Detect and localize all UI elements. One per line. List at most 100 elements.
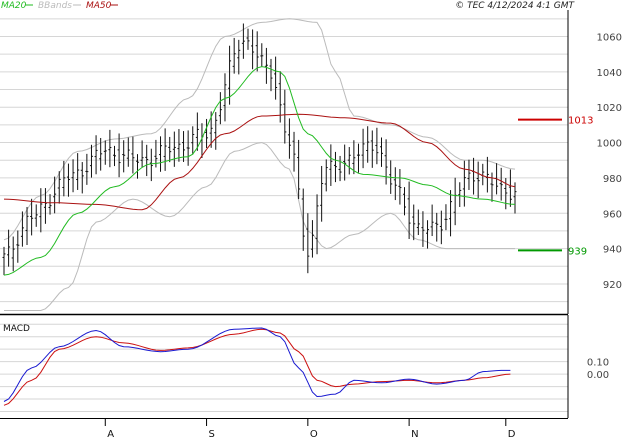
price-bar: [430, 204, 434, 237]
price-bar: [228, 45, 232, 105]
price-bar: [43, 188, 47, 224]
price-bar: [412, 204, 416, 241]
price-bar: [297, 139, 301, 200]
price-bar: [393, 167, 397, 201]
price-bar: [283, 89, 287, 144]
price-bar: [476, 161, 480, 199]
price-bar: [366, 126, 370, 163]
month-label: D: [508, 429, 516, 440]
price-bar: [117, 133, 121, 178]
price-bar: [195, 112, 199, 151]
price-bar: [352, 140, 356, 175]
price-bar: [218, 92, 222, 125]
price-bar: [462, 160, 466, 207]
price-bar: [403, 187, 407, 216]
resistance-level-label: 1013: [568, 116, 593, 127]
price-bar: [214, 112, 218, 150]
price-bar: [25, 206, 29, 246]
price-tick-label: 980: [603, 174, 622, 185]
price-bar: [287, 118, 291, 159]
price-bar: [255, 31, 259, 72]
price-bar: [306, 213, 310, 274]
price-bar: [136, 154, 140, 179]
price-bar: [449, 190, 453, 237]
price-bar: [375, 127, 379, 165]
month-label: O: [310, 429, 318, 440]
price-bar: [513, 182, 517, 214]
price-bar: [11, 236, 15, 272]
macd-lines: [3, 327, 511, 406]
price-bar: [108, 129, 112, 168]
price-bar: [320, 165, 324, 222]
price-bar: [251, 29, 255, 70]
price-bar: [301, 188, 305, 251]
price-bar: [264, 47, 268, 84]
bband-lower-line: [4, 142, 515, 311]
support-resistance-levels: 1013 939: [518, 116, 593, 257]
price-bar: [159, 136, 163, 172]
price-tick-label: 960: [603, 209, 622, 220]
price-bar: [499, 167, 503, 201]
price-bar: [241, 23, 245, 59]
price-bar: [205, 118, 209, 149]
support-level-label: 939: [568, 246, 587, 257]
price-bar: [145, 144, 149, 177]
price-bar: [292, 131, 296, 172]
price-bar: [163, 128, 167, 171]
price-bar: [416, 209, 420, 236]
price-bar: [223, 73, 227, 122]
price-bar: [85, 153, 89, 185]
price-bar: [2, 246, 6, 276]
legend-label: BBands: [38, 1, 72, 11]
price-bar: [426, 220, 430, 249]
price-bar: [315, 194, 319, 255]
price-bar: [149, 148, 153, 182]
price-bar: [168, 136, 172, 163]
price-tick-label: 940: [603, 245, 622, 256]
macd-panel-title: MACD: [3, 324, 30, 334]
price-y-axis: 920 940 960 980 1000 1020 1040 1060: [597, 33, 622, 291]
price-bar: [329, 144, 333, 186]
macd-tick-label: 0.10: [587, 358, 609, 369]
price-bar: [186, 130, 190, 166]
price-panel: [0, 10, 568, 314]
price-bar: [237, 39, 241, 75]
month-label: N: [411, 429, 418, 440]
price-bar: [80, 162, 84, 194]
price-bar: [343, 144, 347, 181]
price-bar: [57, 171, 61, 204]
ma20-line: [3, 66, 516, 276]
price-tick-label: 1000: [597, 139, 622, 150]
macd-line: [3, 327, 511, 402]
macd-signal-line: [3, 328, 511, 406]
price-bar: [232, 37, 236, 74]
price-bar: [435, 212, 439, 242]
price-bar: [7, 229, 11, 267]
moving-average-lines: [3, 66, 516, 276]
month-label: S: [209, 429, 215, 440]
macd-y-axis: 0.000.10: [587, 358, 609, 381]
price-bar: [361, 128, 365, 169]
price-bars: [2, 23, 517, 276]
price-bar: [439, 210, 443, 245]
macd-gridlines: [0, 323, 568, 413]
price-bar: [112, 145, 116, 167]
price-bar: [66, 163, 70, 197]
price-bar: [398, 169, 402, 205]
price-bar: [356, 143, 360, 173]
price-bar: [421, 211, 425, 247]
price-bar: [177, 129, 181, 162]
price-bar: [71, 159, 75, 193]
price-bar: [338, 155, 342, 182]
price-bar: [126, 137, 130, 167]
price-bar: [62, 160, 66, 197]
price-bar: [324, 159, 328, 192]
price-tick-label: 1020: [597, 103, 622, 114]
price-bar: [370, 130, 374, 168]
price-bar: [260, 43, 264, 67]
price-bar: [278, 71, 282, 123]
macd-tick-label: 0.00: [587, 370, 609, 381]
price-bar: [53, 176, 57, 214]
